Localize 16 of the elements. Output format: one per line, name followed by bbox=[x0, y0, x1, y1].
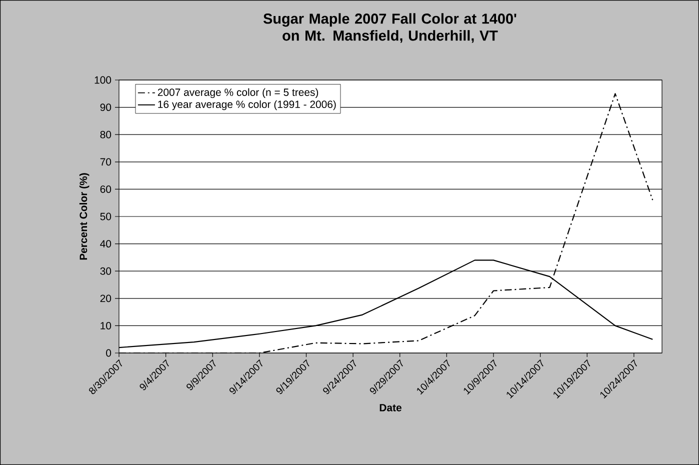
y-axis-title: Percent Color (%) bbox=[79, 173, 90, 260]
y-tick-label: 70 bbox=[100, 158, 112, 166]
y-tick-label: 50 bbox=[100, 212, 112, 220]
legend-label: 16 year average % color (1991 - 2006) bbox=[158, 100, 336, 110]
chart-title: Sugar Maple 2007 Fall Color at 1400' on Mt. Mansfield, Underhill, VT bbox=[263, 13, 516, 43]
y-tick-label: 0 bbox=[106, 349, 112, 357]
x-axis-title: Date bbox=[380, 404, 402, 412]
y-tick-label: 100 bbox=[94, 76, 112, 84]
legend-label: 2007 average % color (n = 5 trees) bbox=[158, 88, 318, 98]
y-tick-label: 80 bbox=[100, 130, 112, 138]
y-tick-label: 90 bbox=[100, 104, 112, 112]
y-tick-label: 30 bbox=[100, 267, 112, 275]
y-tick-label: 20 bbox=[100, 294, 112, 302]
y-tick-label: 10 bbox=[100, 322, 112, 330]
y-tick-label: 60 bbox=[100, 186, 112, 193]
y-tick-label: 40 bbox=[100, 240, 112, 248]
